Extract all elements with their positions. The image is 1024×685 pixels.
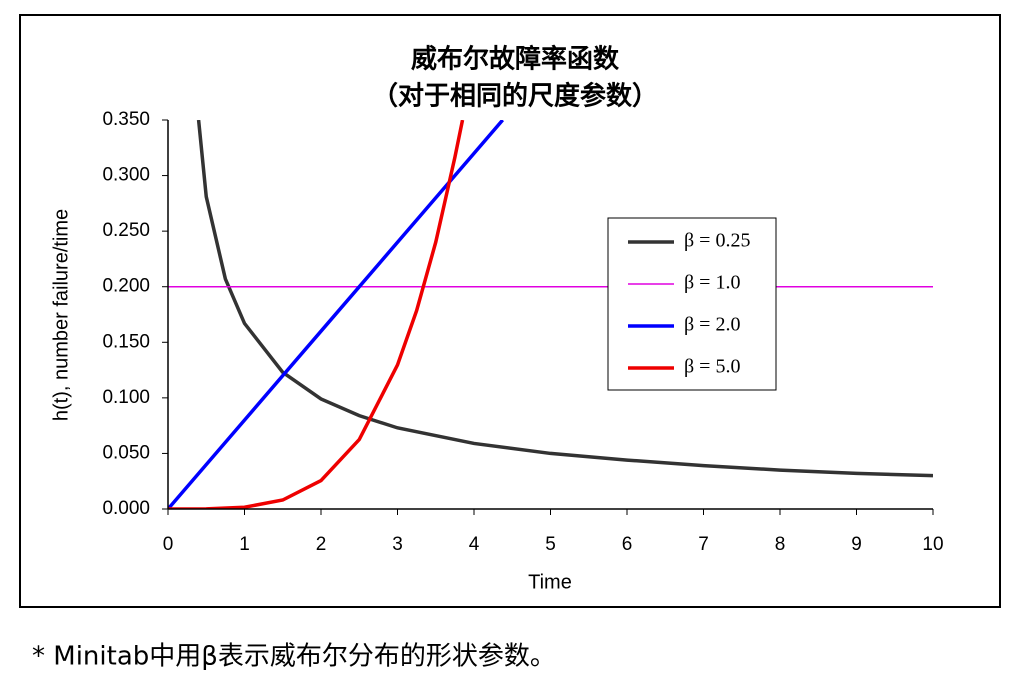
x-tick-label: 8: [775, 534, 786, 555]
y-tick-label: 0.000: [102, 498, 150, 519]
y-tick-label: 0.050: [102, 442, 150, 463]
legend-label: β = 1.0: [684, 272, 740, 294]
legend-label: β = 5.0: [684, 356, 740, 378]
line-series: [168, 120, 505, 509]
x-tick-label: 9: [851, 534, 862, 555]
chart-frame: [19, 14, 1001, 608]
x-tick-label: 0: [163, 534, 174, 555]
chart-title: 威布尔故障率函数: [411, 44, 620, 75]
x-tick-label: 5: [545, 534, 556, 555]
x-tick-label: 6: [622, 534, 633, 555]
chart-subtitle: （对于相同的尺度参数）: [372, 81, 658, 112]
x-tick-label: 3: [392, 534, 403, 555]
x-tick-label: 7: [698, 534, 709, 555]
footnote: * Minitab中用β表示威布尔分布的形状参数。: [32, 642, 556, 672]
y-axis-label: h(t), number failure/time: [50, 209, 72, 421]
line-series: [168, 120, 465, 509]
x-tick-label: 4: [469, 534, 480, 555]
legend-label: β = 2.0: [684, 314, 740, 336]
y-tick-label: 0.350: [102, 109, 150, 130]
legend-box: [607, 217, 777, 391]
x-tick-label: 2: [316, 534, 327, 555]
y-tick-label: 0.300: [102, 165, 150, 186]
y-tick-label: 0.100: [102, 387, 150, 408]
x-tick-label: 10: [922, 534, 943, 555]
line-series: [196, 120, 933, 478]
y-tick-label: 0.150: [102, 331, 150, 352]
y-tick-label: 0.200: [102, 276, 150, 297]
x-axis-label: Time: [528, 571, 572, 593]
legend-label: β = 0.25: [684, 230, 750, 252]
y-tick-label: 0.250: [102, 220, 150, 241]
x-tick-label: 1: [239, 534, 250, 555]
